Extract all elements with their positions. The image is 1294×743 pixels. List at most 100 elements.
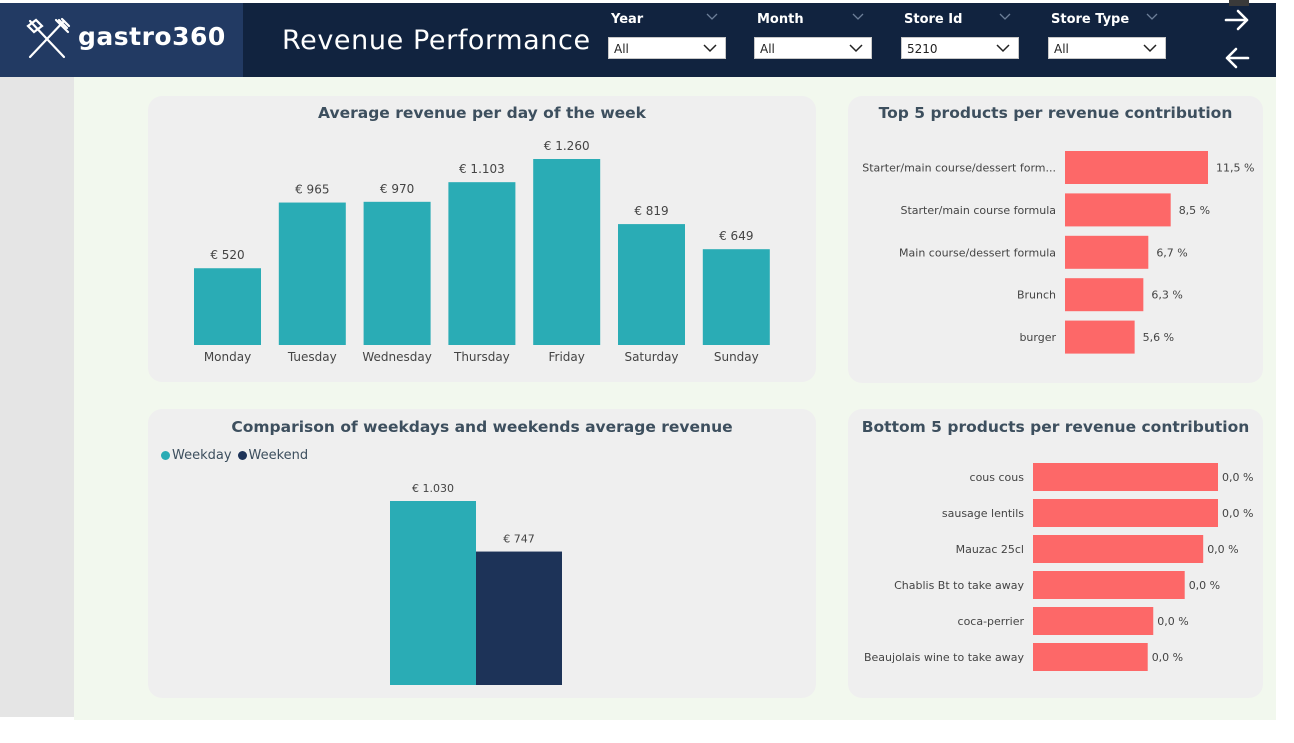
brand-logo[interactable]: gastro360 (0, 3, 243, 77)
legend-label-weekend: Weekend (248, 448, 309, 463)
filter-store-type-dropdown[interactable]: All (1048, 37, 1166, 59)
card-bottom5-products: Bottom 5 products per revenue contributi… (848, 409, 1263, 698)
legend-label-weekday: Weekday (172, 448, 232, 463)
y-tick-label: coca-perrier (958, 615, 1025, 628)
data-label: € 1.030 (412, 482, 454, 495)
data-label: € 965 (295, 183, 329, 197)
x-tick-label: Friday (549, 350, 585, 364)
data-label: 0,0 % (1222, 471, 1253, 484)
data-label: € 970 (380, 182, 414, 196)
bar-friday (533, 159, 601, 345)
bar-product (1065, 151, 1208, 184)
bar-weekend (476, 551, 562, 685)
data-label: 6,3 % (1151, 289, 1182, 302)
y-tick-label: Starter/main course formula (900, 204, 1056, 217)
data-label: € 747 (503, 533, 535, 546)
chart-title: Top 5 products per revenue contribution (878, 104, 1233, 122)
data-label: € 649 (719, 229, 753, 243)
arrow-left-icon[interactable] (1224, 47, 1250, 69)
filter-month-value: All (760, 42, 775, 56)
x-tick-label: Thursday (453, 350, 510, 364)
data-label: 11,5 % (1216, 162, 1254, 175)
card-top5-products: Top 5 products per revenue contribution … (848, 96, 1263, 383)
y-tick-label: Chablis Bt to take away (894, 579, 1024, 592)
data-label: 8,5 % (1179, 204, 1210, 217)
x-tick-label: Tuesday (287, 350, 337, 364)
bar-product (1033, 643, 1148, 671)
bottom5-products-chart: cous cous 0,0 % sausage lentils 0,0 % Mauzac… (864, 463, 1253, 671)
fork-knife-icon (26, 17, 71, 59)
nav-badge (1229, 0, 1249, 6)
y-tick-label: sausage lentils (942, 507, 1024, 520)
bar-weekday (390, 501, 476, 685)
bar-monday (194, 268, 261, 345)
chevron-down-icon[interactable] (706, 13, 718, 21)
data-label: € 819 (634, 204, 668, 218)
y-tick-label: Brunch (1017, 289, 1056, 302)
bar-sunday (702, 249, 770, 345)
y-tick-label: Mauzac 25cl (956, 543, 1024, 556)
data-label: 0,0 % (1207, 543, 1238, 556)
bar-product (1065, 320, 1135, 354)
top5-products-chart: Starter/main course/dessert form... 11,5 … (862, 151, 1254, 354)
filter-month-dropdown[interactable]: All (754, 37, 872, 59)
bar-wednesday (363, 201, 431, 345)
filter-year-value: All (614, 42, 629, 56)
chevron-down-icon[interactable] (852, 13, 864, 21)
data-label: 5,6 % (1143, 331, 1174, 344)
chart-title: Average revenue per day of the week (318, 104, 646, 122)
chart-title: Comparison of weekdays and weekends aver… (231, 418, 733, 436)
x-tick-label: Saturday (624, 350, 678, 364)
data-label: 0,0 % (1189, 579, 1220, 592)
data-label: 0,0 % (1157, 615, 1188, 628)
legend-swatch-weekend (237, 451, 247, 460)
y-tick-label: Main course/dessert formula (899, 246, 1056, 259)
chevron-down-icon (996, 44, 1010, 53)
filter-store-id-dropdown[interactable]: 5210 (901, 37, 1019, 59)
bar-tuesday (278, 202, 346, 345)
revenue-per-day-chart: € 520 Monday € 965 Tuesday € 970 Wednesday € 1… (194, 139, 770, 364)
legend-swatch-weekday (161, 451, 170, 460)
bar-product (1033, 463, 1218, 491)
x-tick-label: Sunday (714, 350, 759, 364)
chevron-down-icon (1143, 44, 1157, 53)
brand-name: gastro360 (78, 22, 226, 51)
arrow-right-icon[interactable] (1224, 9, 1250, 31)
bar-product (1033, 571, 1185, 599)
chevron-down-icon[interactable] (999, 13, 1011, 21)
data-label: 6,7 % (1156, 246, 1187, 259)
top-header: gastro360 Revenue Performance Year All M… (0, 0, 1276, 77)
bar-saturday (618, 224, 685, 345)
x-tick-label: Wednesday (362, 350, 431, 364)
card-revenue-per-day: Average revenue per day of the week € 52… (148, 96, 816, 382)
filter-year-label: Year (611, 12, 644, 27)
bar-product (1065, 193, 1171, 227)
data-label: € 1.260 (544, 139, 590, 153)
left-rail (0, 77, 74, 717)
x-tick-label: Monday (204, 350, 251, 364)
chevron-down-icon (703, 44, 717, 53)
chevron-down-icon[interactable] (1146, 13, 1158, 21)
bar-product (1033, 535, 1204, 563)
bar-product (1033, 499, 1218, 527)
filter-store-type-label: Store Type (1051, 12, 1130, 27)
y-tick-label: Beaujolais wine to take away (864, 651, 1024, 664)
filter-month-label: Month (757, 12, 804, 27)
bar-product (1065, 278, 1144, 312)
data-label: 0,0 % (1152, 651, 1183, 664)
bar-thursday (448, 182, 516, 345)
filter-store-type-value: All (1054, 42, 1069, 56)
data-label: € 1.103 (459, 162, 505, 176)
filter-store-id-value: 5210 (907, 42, 938, 56)
bar-product (1065, 235, 1149, 269)
card-weekday-weekend: Comparison of weekdays and weekends aver… (148, 409, 816, 698)
y-tick-label: burger (1019, 331, 1056, 344)
data-label: € 520 (210, 248, 244, 262)
filter-store-id-label: Store Id (904, 12, 963, 27)
bar-product (1033, 607, 1154, 635)
page-title: Revenue Performance (282, 25, 591, 56)
filter-year-dropdown[interactable]: All (608, 37, 726, 59)
y-tick-label: Starter/main course/dessert form... (862, 162, 1056, 175)
y-tick-label: cous cous (970, 471, 1025, 484)
